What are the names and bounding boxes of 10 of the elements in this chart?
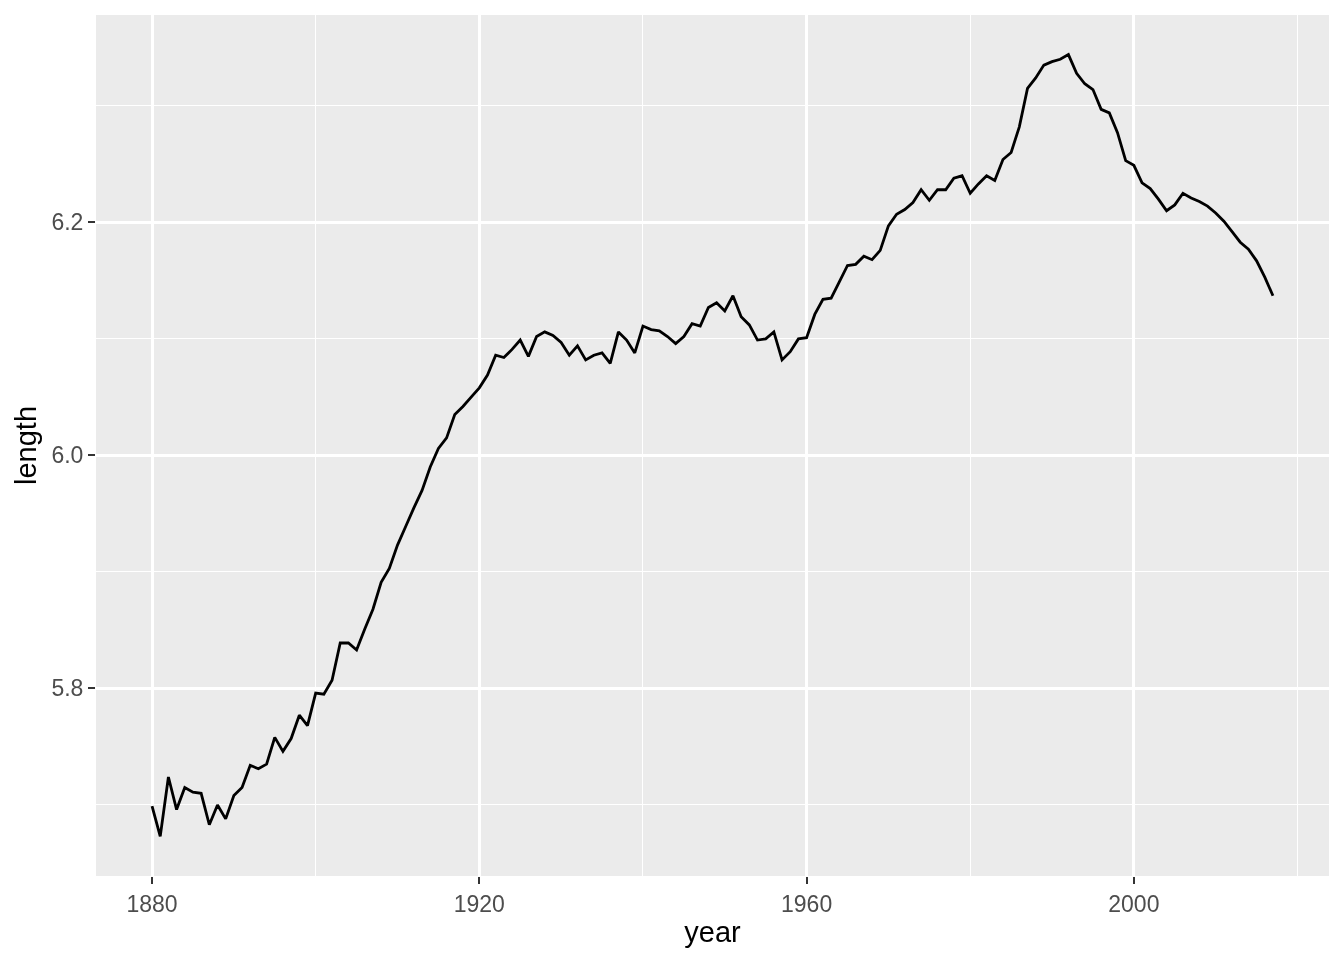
x-tick-label: 1880: [126, 890, 178, 917]
y-axis-title: length: [9, 405, 42, 486]
y-tick-label: 5.8: [51, 675, 84, 702]
x-axis-title: year: [684, 916, 742, 949]
x-tick-label: 2000: [1108, 890, 1160, 917]
y-tick-label: 6.2: [51, 209, 84, 236]
x-tick-label: 1920: [453, 890, 505, 917]
y-tick-label: 6.0: [51, 442, 84, 469]
x-tick-label: 1960: [781, 890, 833, 917]
line-series: [150, 53, 1275, 838]
